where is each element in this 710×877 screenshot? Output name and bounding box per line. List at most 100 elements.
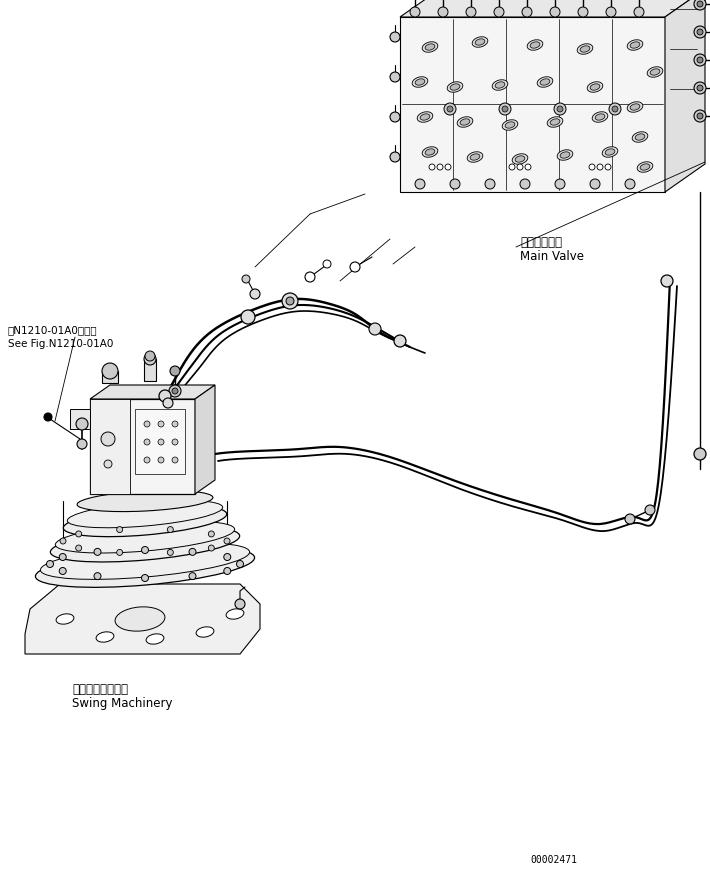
Bar <box>90 400 130 495</box>
Circle shape <box>94 549 101 556</box>
Circle shape <box>390 33 400 43</box>
Ellipse shape <box>632 132 648 143</box>
Circle shape <box>144 439 150 446</box>
Ellipse shape <box>417 112 433 123</box>
Ellipse shape <box>587 82 603 93</box>
Circle shape <box>282 294 298 310</box>
Circle shape <box>208 531 214 538</box>
Circle shape <box>445 165 451 171</box>
Ellipse shape <box>502 121 518 131</box>
Circle shape <box>305 273 315 282</box>
Circle shape <box>94 573 101 580</box>
Circle shape <box>694 27 706 39</box>
Circle shape <box>502 107 508 113</box>
Polygon shape <box>90 386 215 400</box>
Text: Swing Machinery: Swing Machinery <box>72 696 173 709</box>
Ellipse shape <box>637 162 652 173</box>
Circle shape <box>350 263 360 273</box>
Circle shape <box>438 8 448 18</box>
Ellipse shape <box>650 70 660 76</box>
Text: 00002471: 00002471 <box>530 854 577 864</box>
Circle shape <box>141 547 148 554</box>
Circle shape <box>697 114 703 120</box>
Circle shape <box>509 165 515 171</box>
Text: 第N1210-01A0図参照: 第N1210-01A0図参照 <box>8 324 98 335</box>
Circle shape <box>158 439 164 446</box>
Ellipse shape <box>590 85 600 91</box>
Ellipse shape <box>515 157 525 163</box>
Circle shape <box>159 390 171 403</box>
Ellipse shape <box>460 119 470 126</box>
Circle shape <box>694 111 706 123</box>
Ellipse shape <box>55 522 235 553</box>
Text: See Fig.N1210-01A0: See Fig.N1210-01A0 <box>8 339 114 348</box>
Ellipse shape <box>527 40 543 51</box>
Ellipse shape <box>640 165 650 171</box>
Circle shape <box>437 165 443 171</box>
Circle shape <box>390 113 400 123</box>
Ellipse shape <box>540 80 550 86</box>
Polygon shape <box>195 386 215 495</box>
Polygon shape <box>400 0 705 18</box>
Circle shape <box>189 573 196 580</box>
Circle shape <box>116 550 123 556</box>
Bar <box>135 410 185 474</box>
Ellipse shape <box>530 43 540 49</box>
Circle shape <box>77 439 87 450</box>
Circle shape <box>170 367 180 376</box>
Circle shape <box>550 8 560 18</box>
Polygon shape <box>400 18 665 193</box>
Ellipse shape <box>470 154 480 161</box>
Ellipse shape <box>226 610 244 619</box>
Circle shape <box>172 422 178 427</box>
Circle shape <box>466 8 476 18</box>
Circle shape <box>578 8 588 18</box>
Ellipse shape <box>422 147 438 158</box>
Circle shape <box>589 165 595 171</box>
Circle shape <box>485 180 495 189</box>
Circle shape <box>169 386 181 397</box>
Ellipse shape <box>627 40 643 51</box>
Circle shape <box>410 8 420 18</box>
Circle shape <box>168 550 173 556</box>
Ellipse shape <box>557 151 573 161</box>
Circle shape <box>59 554 66 561</box>
Circle shape <box>697 86 703 92</box>
Ellipse shape <box>550 119 560 126</box>
Circle shape <box>525 165 531 171</box>
Ellipse shape <box>40 543 250 580</box>
Circle shape <box>101 432 115 446</box>
Ellipse shape <box>56 614 74 624</box>
Circle shape <box>236 561 244 567</box>
Ellipse shape <box>115 607 165 631</box>
Ellipse shape <box>422 43 438 53</box>
Ellipse shape <box>425 45 435 51</box>
Bar <box>102 372 118 383</box>
Circle shape <box>697 58 703 64</box>
Ellipse shape <box>457 118 473 128</box>
Ellipse shape <box>450 85 460 91</box>
Circle shape <box>447 107 453 113</box>
Circle shape <box>172 458 178 463</box>
Ellipse shape <box>602 147 618 158</box>
Circle shape <box>694 55 706 67</box>
Circle shape <box>168 527 173 533</box>
Ellipse shape <box>146 634 164 645</box>
Circle shape <box>76 418 88 431</box>
Ellipse shape <box>630 104 640 111</box>
Circle shape <box>520 180 530 189</box>
Text: スイングマシナリ: スイングマシナリ <box>72 682 128 695</box>
Circle shape <box>76 545 82 552</box>
Ellipse shape <box>647 68 663 78</box>
Ellipse shape <box>475 39 485 46</box>
Text: Main Valve: Main Valve <box>520 250 584 263</box>
Circle shape <box>323 260 331 268</box>
Ellipse shape <box>512 154 528 165</box>
Circle shape <box>645 505 655 516</box>
Circle shape <box>224 538 230 545</box>
Ellipse shape <box>580 46 590 53</box>
Polygon shape <box>25 584 260 654</box>
Ellipse shape <box>420 115 430 121</box>
Circle shape <box>612 107 618 113</box>
Circle shape <box>697 30 703 36</box>
